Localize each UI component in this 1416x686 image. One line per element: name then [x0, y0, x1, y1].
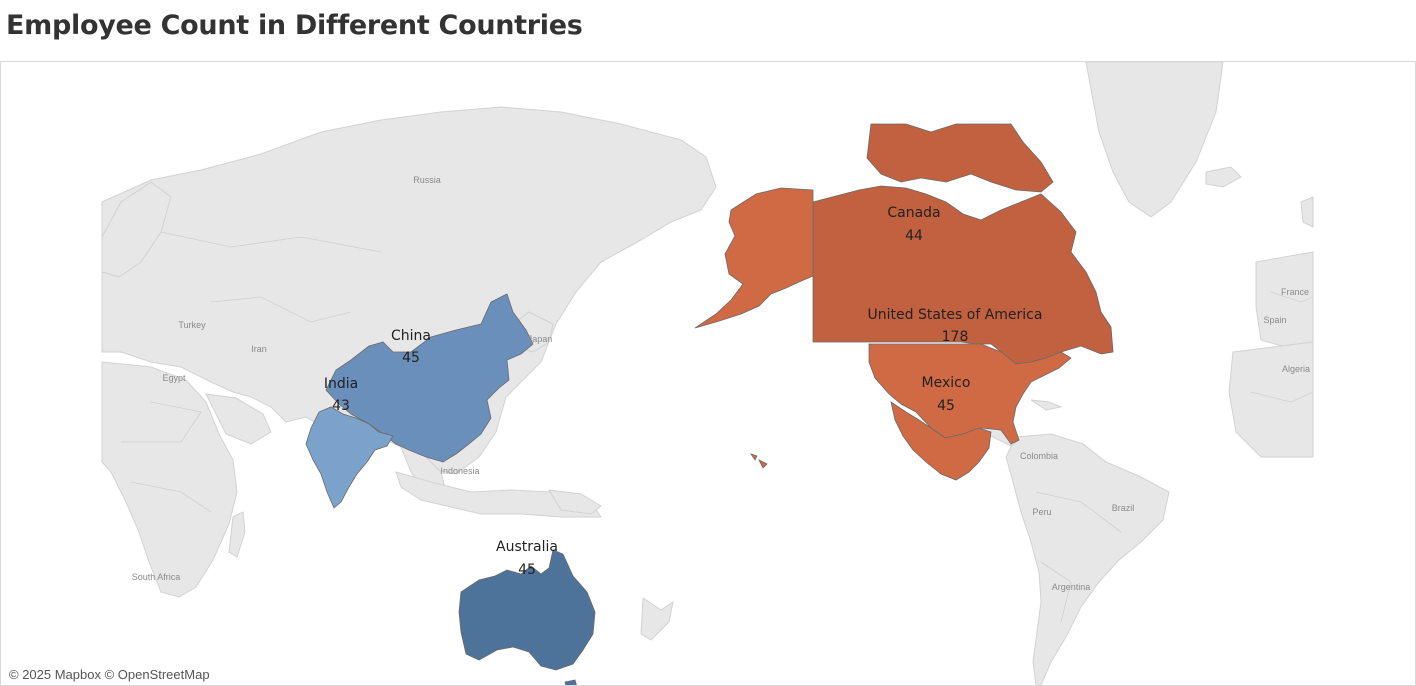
country-usa-alaska[interactable] [694, 187, 814, 329]
place-label-colombia: Colombia [1020, 451, 1058, 461]
country-china[interactable] [325, 293, 534, 463]
place-label-france: France [1281, 287, 1309, 297]
country-label-mexico-count: 45 [937, 398, 955, 414]
land-north-africa-right [1228, 341, 1314, 458]
place-label-turkey: Turkey [178, 320, 206, 330]
land-new-guinea [548, 489, 602, 515]
map-attribution[interactable]: © 2025 Mapbox © OpenStreetMap [5, 666, 214, 683]
place-label-iran: Iran [251, 344, 267, 354]
world-map[interactable]: Russia Turkey Iran Egypt Japan Indonesia… [1, 62, 1415, 685]
country-india[interactable] [305, 406, 394, 509]
country-usa-hawaii[interactable] [750, 453, 768, 469]
land-iceland [1205, 166, 1242, 188]
country-australia[interactable] [458, 549, 596, 671]
country-label-usa-count: 178 [942, 329, 969, 345]
country-label-canada-name: Canada [887, 205, 940, 221]
place-label-argentina: Argentina [1052, 582, 1091, 592]
country-canada[interactable] [812, 185, 1114, 365]
land-new-zealand [640, 597, 674, 641]
land-arabia [205, 393, 272, 445]
land-arctic-island [1300, 196, 1314, 228]
country-usa[interactable] [868, 343, 1072, 445]
land-west-europe [1255, 251, 1314, 348]
place-label-south-africa: South Africa [132, 572, 181, 582]
country-label-india-name: India [324, 376, 358, 392]
land-caribbean [1030, 399, 1063, 411]
country-labels: China 45 India 43 Australia 45 Canada 44… [324, 205, 1043, 578]
place-label-spain: Spain [1263, 315, 1286, 325]
country-shapes[interactable] [305, 123, 1114, 685]
country-australia-tasmania[interactable] [564, 679, 579, 685]
place-label-egypt: Egypt [162, 373, 186, 383]
country-label-india-count: 43 [332, 398, 350, 414]
place-label-russia: Russia [413, 175, 441, 185]
land-indonesia [395, 471, 602, 518]
base-land [101, 62, 1314, 685]
land-africa [101, 361, 238, 598]
country-label-mexico-name: Mexico [922, 375, 971, 391]
base-borders [121, 231, 1314, 623]
land-greenland [1085, 62, 1224, 218]
land-south-america [1005, 433, 1170, 685]
country-canada-arctic[interactable] [866, 123, 1054, 193]
place-label-brazil: Brazil [1112, 503, 1135, 513]
country-label-china-name: China [391, 328, 431, 344]
country-label-australia-name: Australia [496, 539, 558, 555]
place-label-indonesia: Indonesia [440, 466, 479, 476]
base-map-labels: Russia Turkey Iran Egypt Japan Indonesia… [132, 175, 1310, 592]
country-label-usa-name: United States of America [868, 307, 1043, 323]
place-label-algeria: Algeria [1282, 364, 1310, 374]
country-label-australia-count: 45 [518, 562, 536, 578]
country-label-canada-count: 44 [905, 228, 923, 244]
country-label-china-count: 45 [402, 350, 420, 366]
land-eurasia [101, 106, 717, 475]
chart-title: Employee Count in Different Countries [6, 10, 583, 41]
place-label-peru: Peru [1032, 507, 1051, 517]
land-madagascar [228, 511, 246, 558]
map-canvas[interactable]: Russia Turkey Iran Egypt Japan Indonesia… [0, 61, 1416, 686]
country-mexico[interactable] [890, 401, 992, 481]
place-label-japan: Japan [528, 334, 553, 344]
